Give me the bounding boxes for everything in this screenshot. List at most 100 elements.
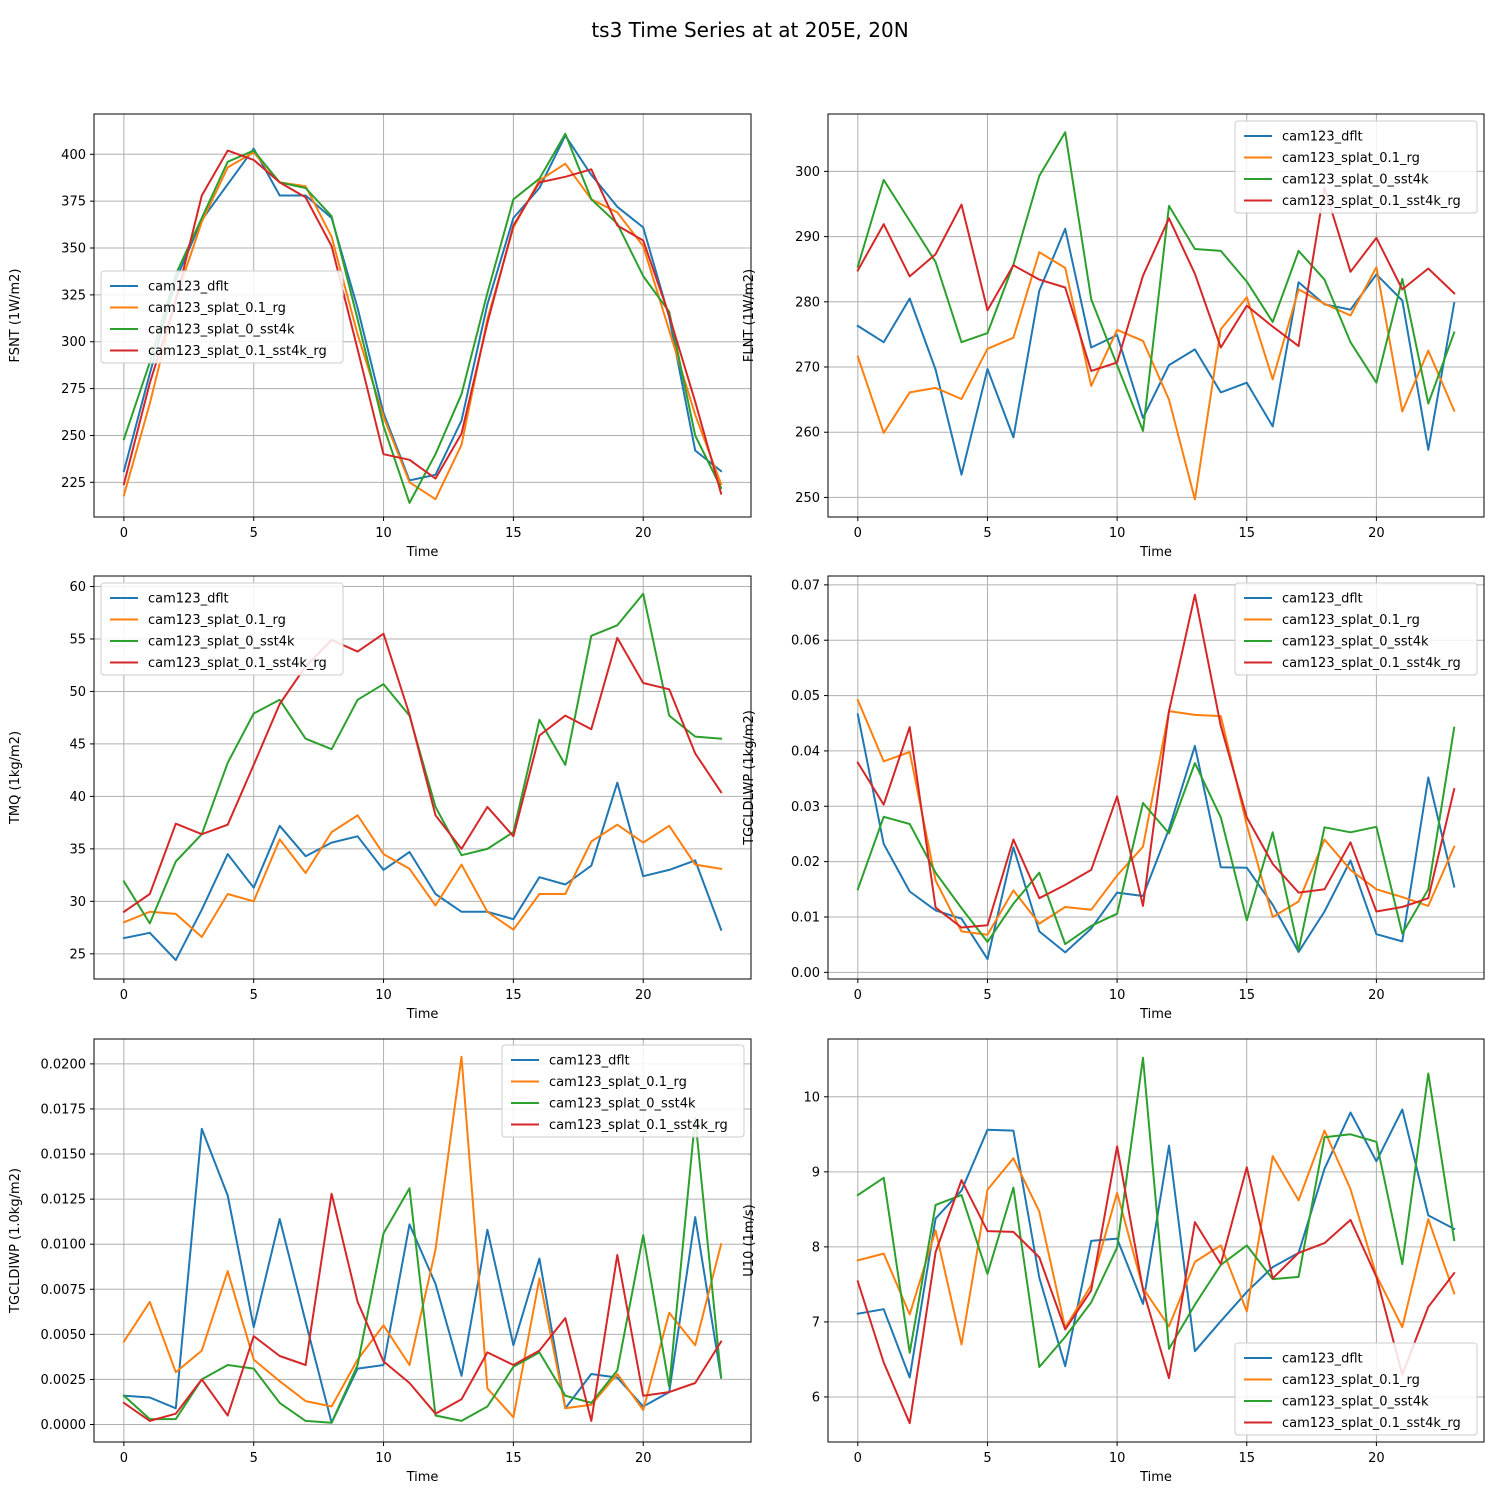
legend-entry: cam123_splat_0_sst4k (148, 635, 295, 650)
y-tick-label: 0.0050 (41, 1328, 87, 1343)
subplot-6: 0 5 10 15 20 6 7 8 9 10 Time U10 (1m/s) cam123_dfltc… (742, 1038, 1485, 1485)
x-tick-label: 0 (854, 526, 862, 541)
legend-entry: cam123_splat_0.1_rg (1282, 151, 1420, 166)
x-tick-label: 0 (120, 526, 128, 541)
y-tick-label: 275 (61, 382, 86, 397)
y-tick-label: 10 (803, 1090, 820, 1105)
y-tick-label: 0.04 (791, 744, 820, 759)
x-tick-label: 20 (635, 988, 652, 1003)
x-tick-label: 0 (854, 988, 862, 1003)
legend-entry: cam123_splat_0.1_rg (1282, 1373, 1420, 1388)
y-tick-label: 0.0000 (41, 1418, 87, 1433)
legend-entry: cam123_splat_0.1_sst4k_rg (148, 656, 327, 671)
legend: cam123_dflt cam123_splat_0.1_rg cam123_spl… (501, 1044, 745, 1138)
y-axis-label: FSNT (1W/m2) (8, 269, 23, 363)
series-line-cam123_splat_0.1_rg (122, 814, 723, 938)
y-tick-label: 0.07 (791, 578, 820, 593)
x-tick-label: 0 (120, 988, 128, 1003)
x-tick-label: 10 (1109, 988, 1126, 1003)
axes-frame (827, 113, 1485, 518)
y-tick-label: 0.0175 (41, 1102, 87, 1117)
x-axis-label: Time (406, 1470, 439, 1485)
y-tick-label: 25 (69, 947, 86, 962)
x-tick-label: 15 (505, 526, 522, 541)
legend: cam123_dflt cam123_splat_0.1_rg cam123_spl… (1234, 1342, 1478, 1436)
y-tick-label: 290 (795, 230, 820, 245)
y-tick-label: 9 (812, 1165, 820, 1180)
legend-box (1234, 582, 1478, 676)
y-tick-label: 8 (812, 1240, 820, 1255)
x-tick-label: 5 (983, 988, 991, 1003)
legend: cam123_dflt cam123_splat_0.1_rg cam123_spl… (100, 270, 344, 364)
axes-frame (93, 1038, 752, 1443)
y-tick-label: 300 (795, 165, 820, 180)
x-tick-label: 5 (983, 526, 991, 541)
y-tick-label: 260 (795, 426, 820, 441)
axes-frame (827, 575, 1485, 980)
x-tick-label: 0 (120, 1451, 128, 1466)
subplot-2: 0 5 10 15 20 250 260 270 280 290 300 Time FLNT (1W/m… (742, 113, 1485, 560)
subplot-grid: 0 5 10 15 20225250275300325350375400TimeFSNT… (8, 113, 1485, 1485)
figure-title: ts3 Time Series at at 205E, 20N (591, 18, 908, 42)
series-line-cam123_dflt (856, 1108, 1456, 1379)
x-tick-label: 20 (1368, 1451, 1385, 1466)
axes-frame (93, 113, 752, 518)
x-axis-label: Time (406, 1007, 439, 1022)
y-tick-label: 0.06 (791, 634, 820, 649)
y-tick-label: 400 (61, 148, 86, 163)
y-tick-label: 300 (61, 335, 86, 350)
y-axis-label: TGCLDLWP (1kg/m2) (742, 710, 757, 846)
x-tick-label: 15 (1238, 1451, 1255, 1466)
legend-entry: cam123_dflt (1282, 130, 1363, 145)
legend-box (100, 582, 344, 676)
legend-entry: cam123_splat_0.1_rg (549, 1075, 687, 1090)
series-line-cam123_splat_0.1_rg (122, 151, 723, 501)
series-line-cam123_splat_0.1_rg (856, 698, 1456, 936)
x-tick-label: 15 (1238, 988, 1255, 1003)
y-tick-label: 225 (61, 476, 86, 491)
series-line-cam123_splat_0.1_sst4k_rg (122, 149, 723, 495)
y-axis-label: U10 (1m/s) (742, 1204, 757, 1276)
x-tick-label: 0 (854, 1451, 862, 1466)
y-tick-label: 0.0150 (41, 1148, 87, 1163)
y-tick-label: 0.03 (791, 800, 820, 815)
series-line-cam123_splat_0.1_sst4k_rg (856, 1145, 1456, 1425)
x-tick-label: 10 (1109, 526, 1126, 541)
x-axis-label: Time (1139, 1007, 1172, 1022)
y-tick-label: 0.0200 (41, 1057, 87, 1072)
subplot-3: 0 5 10 15 20 25 30 35 40 45 50 55 60 Time TMQ (1kg/m2)… (8, 575, 752, 1022)
legend-entry: cam123_splat_0.1_rg (148, 301, 286, 316)
x-axis-label: Time (1139, 545, 1172, 560)
y-tick-label: 50 (69, 685, 86, 700)
x-tick-label: 5 (983, 1451, 991, 1466)
y-tick-label: 375 (61, 195, 86, 210)
subplot-5: 0 5 10 15 20 0.0000 0.0025 0.0050 0.0075 0.0100 0.… (8, 1038, 752, 1485)
series-line-cam123_dflt (122, 1127, 723, 1424)
x-tick-label: 10 (1109, 1451, 1126, 1466)
legend-entry: cam123_dflt (1282, 592, 1363, 607)
legend: cam123_dflt cam123_splat_0.1_rg cam123_spl… (1234, 120, 1478, 214)
legend-entry: cam123_splat_0.1_sst4k_rg (1282, 1416, 1461, 1431)
x-axis-label: Time (406, 545, 439, 560)
y-tick-label: 0.02 (791, 855, 820, 870)
x-tick-label: 10 (375, 1451, 392, 1466)
y-tick-label: 55 (69, 632, 86, 647)
x-axis-label: Time (1139, 1470, 1172, 1485)
legend-entry: cam123_dflt (1282, 1352, 1363, 1367)
axes-frame (827, 1038, 1485, 1443)
x-tick-label: 15 (505, 1451, 522, 1466)
series-line-cam123_splat_0.1_sst4k_rg (856, 186, 1456, 372)
series-line-cam123_splat_0_sst4k (122, 1117, 723, 1424)
series-line-cam123_splat_0.1_sst4k_rg (122, 1192, 723, 1422)
legend-entry: cam123_splat_0.1_rg (148, 613, 286, 628)
y-tick-label: 270 (795, 361, 820, 376)
y-tick-label: 0.0100 (41, 1238, 87, 1253)
y-tick-label: 40 (69, 790, 86, 805)
y-tick-label: 0.05 (791, 689, 820, 704)
x-tick-label: 20 (1368, 988, 1385, 1003)
x-tick-label: 5 (250, 988, 258, 1003)
legend-entry: cam123_splat_0_sst4k (1282, 1395, 1429, 1410)
legend-entry: cam123_splat_0_sst4k (1282, 173, 1429, 188)
series-line-cam123_dflt (122, 781, 723, 962)
